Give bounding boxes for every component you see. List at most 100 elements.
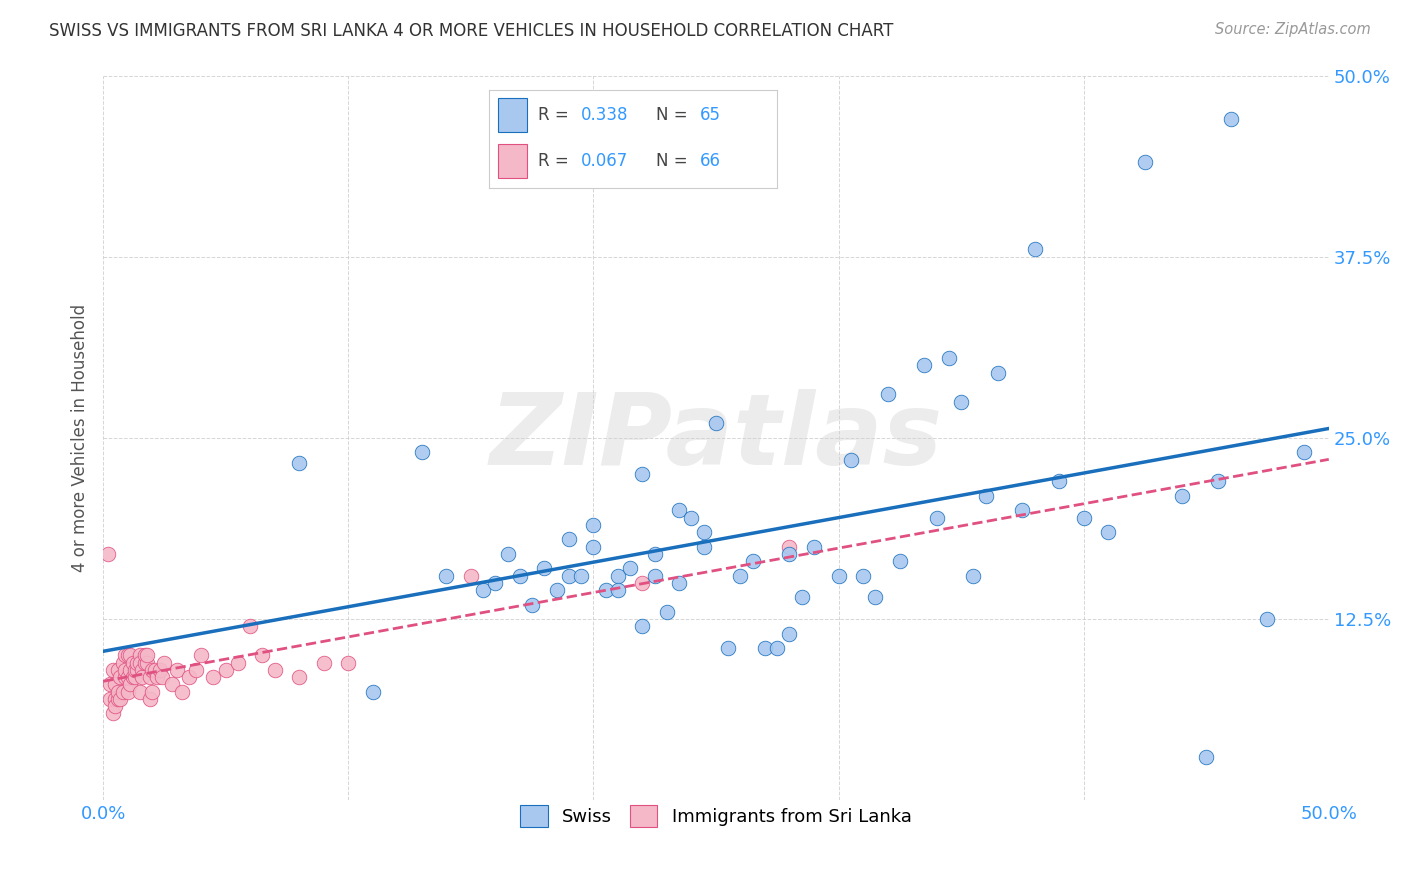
Point (692, 540, 714, 554)
Point (100, 691, 122, 706)
Point (520, 598, 543, 612)
Point (912, 359, 935, 373)
Point (312, 656, 335, 670)
Point (950, 394, 973, 409)
Point (434, 568, 457, 582)
Point (104, 691, 127, 706)
Point (582, 540, 605, 554)
Point (460, 568, 482, 582)
Point (655, 605, 678, 619)
Point (131, 670, 153, 684)
Point (644, 547, 666, 561)
Point (337, 656, 360, 670)
Point (101, 706, 124, 721)
Point (987, 366, 1010, 380)
Point (839, 452, 862, 467)
Point (717, 640, 740, 655)
Point (644, 568, 666, 582)
Point (1219, 112, 1241, 126)
Point (134, 656, 156, 670)
Point (121, 670, 143, 684)
Point (124, 663, 146, 677)
Point (117, 670, 139, 684)
Point (631, 619, 654, 633)
Point (107, 663, 129, 677)
Point (190, 648, 212, 663)
Point (129, 656, 152, 670)
Point (1133, 155, 1156, 169)
Point (865, 591, 887, 605)
Point (186, 663, 208, 677)
Point (160, 677, 183, 691)
Point (141, 684, 163, 698)
Point (1208, 475, 1230, 489)
Point (754, 640, 776, 655)
Point (361, 684, 384, 698)
Point (288, 670, 311, 684)
Point (606, 568, 628, 582)
Point (114, 663, 136, 677)
Point (129, 684, 152, 698)
Point (741, 554, 763, 568)
Point (925, 510, 948, 524)
Point (129, 648, 152, 663)
Point (131, 663, 153, 677)
Text: SWISS VS IMMIGRANTS FROM SRI LANKA 4 OR MORE VEHICLES IN HOUSEHOLD CORRELATION C: SWISS VS IMMIGRANTS FROM SRI LANKA 4 OR … (49, 22, 894, 40)
Point (472, 582, 495, 597)
Point (827, 568, 849, 582)
Point (962, 568, 984, 582)
Point (692, 525, 714, 540)
Point (177, 670, 200, 684)
Point (127, 663, 149, 677)
Point (148, 663, 170, 677)
Point (166, 663, 188, 677)
Point (226, 656, 249, 670)
Point (288, 456, 311, 470)
Point (110, 670, 132, 684)
Point (766, 640, 789, 655)
Point (546, 582, 568, 597)
Point (124, 670, 146, 684)
Point (120, 663, 142, 677)
Point (114, 670, 136, 684)
Point (730, 568, 752, 582)
Point (107, 691, 129, 706)
Point (141, 663, 163, 677)
Point (484, 575, 506, 590)
Point (1024, 243, 1046, 257)
Point (876, 387, 898, 401)
Point (1097, 525, 1119, 540)
Point (779, 540, 801, 554)
Point (619, 561, 641, 575)
Point (252, 648, 274, 663)
Point (138, 670, 160, 684)
Point (107, 684, 129, 698)
Point (202, 670, 225, 684)
Point (668, 503, 690, 517)
Point (681, 510, 703, 524)
Point (889, 554, 911, 568)
Point (1256, 612, 1278, 626)
Point (239, 619, 262, 633)
Text: Source: ZipAtlas.com: Source: ZipAtlas.com (1215, 22, 1371, 37)
Point (138, 691, 160, 706)
Legend: Swiss, Immigrants from Sri Lanka: Swiss, Immigrants from Sri Lanka (513, 798, 918, 835)
Point (117, 684, 139, 698)
Point (136, 648, 159, 663)
Point (136, 656, 159, 670)
Point (595, 582, 617, 597)
Point (509, 568, 531, 582)
Point (104, 677, 127, 691)
Point (114, 648, 136, 663)
Point (558, 533, 581, 547)
Point (606, 582, 628, 597)
Point (104, 698, 127, 713)
Point (100, 677, 122, 691)
Point (704, 417, 727, 431)
Point (852, 568, 875, 582)
Point (101, 663, 124, 677)
Point (496, 547, 519, 561)
Point (974, 489, 997, 503)
Point (263, 663, 285, 677)
Point (631, 467, 654, 482)
